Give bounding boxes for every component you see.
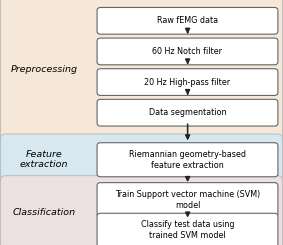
Text: 60 Hz Notch filter: 60 Hz Notch filter [153,47,222,56]
Text: Classify test data using
trained SVM model: Classify test data using trained SVM mod… [141,220,234,240]
FancyBboxPatch shape [97,99,278,126]
FancyBboxPatch shape [97,7,278,34]
Text: Feature
extraction: Feature extraction [20,149,68,169]
FancyBboxPatch shape [97,213,278,245]
Text: Classification: Classification [12,208,76,217]
FancyBboxPatch shape [97,183,278,217]
Text: Train Support vector machine (SVM)
model: Train Support vector machine (SVM) model [115,190,260,210]
FancyBboxPatch shape [1,134,282,184]
Text: 20 Hz High-pass filter: 20 Hz High-pass filter [144,78,231,86]
Text: Riemannian geometry-based
feature extraction: Riemannian geometry-based feature extrac… [129,150,246,170]
Text: Raw fEMG data: Raw fEMG data [157,16,218,25]
FancyBboxPatch shape [1,176,282,245]
FancyBboxPatch shape [97,143,278,177]
FancyBboxPatch shape [97,38,278,65]
Text: Preprocessing: Preprocessing [10,65,77,74]
FancyBboxPatch shape [1,0,282,143]
FancyBboxPatch shape [97,69,278,95]
Text: Data segmentation: Data segmentation [149,108,226,117]
